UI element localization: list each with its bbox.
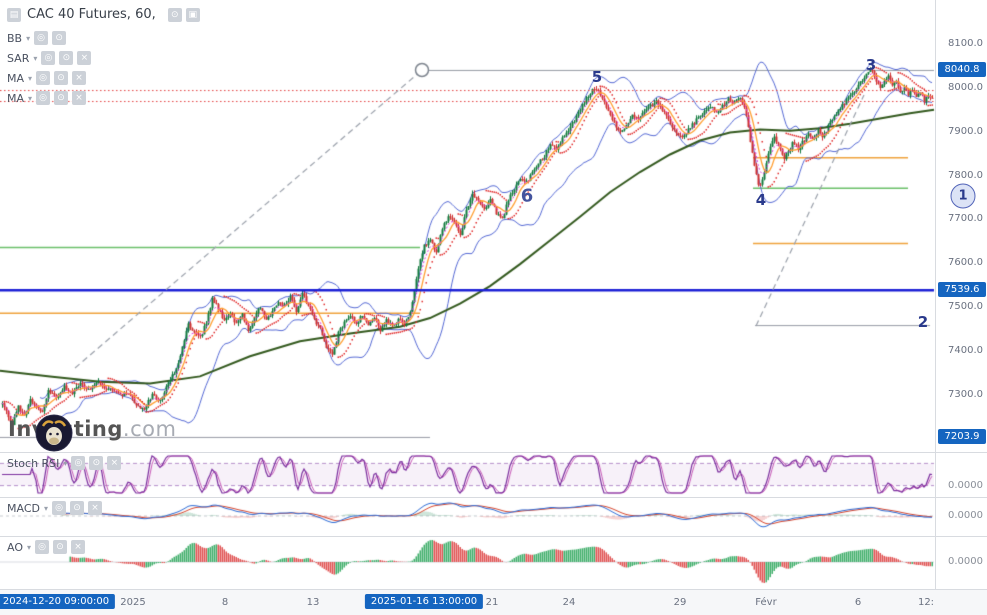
time-tick-label: 13 [306, 597, 320, 608]
time-tick-label: 8 [221, 597, 229, 608]
panel-label: AO [7, 540, 23, 554]
time-tick-label: 29 [673, 597, 687, 608]
wave-label-4[interactable]: 4 [755, 191, 767, 209]
gear-icon[interactable]: ⊙ [52, 31, 67, 45]
indicator-label: BB [7, 31, 23, 45]
panel-divider [0, 452, 987, 453]
panel-row-stoch-rsi: Stoch RSI ▾ ◎ ⊙ × [7, 456, 122, 470]
price-tick-label: 7300.0 [948, 388, 983, 400]
eye-icon[interactable]: ◎ [36, 71, 51, 85]
price-badge: 7539.6 [938, 281, 986, 297]
indicator-row-ma-2: MA ▾ ◎ ⊙ × [7, 71, 87, 85]
panel-row-ao: AO ▾ ◎ ⊙ × [7, 540, 86, 554]
indicator-label: MA [7, 71, 25, 85]
panel-axis-value: 0.0000 [948, 556, 983, 567]
dropdown-caret-icon[interactable]: ▾ [63, 458, 68, 468]
time-tick-label: 24 [562, 597, 576, 608]
watchlist-icon[interactable]: ▤ [7, 7, 21, 22]
indicator-row-bb-0: BB ▾ ◎ ⊙ [7, 31, 67, 45]
wave-label-1[interactable]: 1 [950, 183, 976, 209]
gear-icon[interactable]: ⊙ [70, 501, 84, 515]
eye-icon[interactable]: ◎ [52, 501, 66, 515]
panel-divider [0, 497, 987, 498]
gear-icon[interactable]: ⊙ [53, 540, 68, 554]
close-icon[interactable]: × [72, 71, 87, 85]
indicator-row-ma-3: MA ▾ ◎ ⊙ × [7, 91, 87, 105]
price-tick-label: 7800.0 [948, 169, 983, 181]
dropdown-caret-icon[interactable]: ▾ [43, 503, 48, 513]
dropdown-caret-icon[interactable]: ▾ [28, 93, 33, 103]
gear-icon[interactable]: ⊙ [59, 51, 74, 65]
price-tick-label: 7400.0 [948, 344, 983, 356]
dropdown-caret-icon[interactable]: ▾ [26, 33, 31, 43]
eye-icon[interactable]: ◎ [36, 91, 51, 105]
macd-canvas[interactable] [0, 497, 935, 536]
eye-icon[interactable]: ◎ [41, 51, 56, 65]
eye-icon[interactable]: ◎ [35, 540, 50, 554]
close-icon[interactable]: × [88, 501, 102, 515]
snapshot-icon[interactable]: ▣ [185, 7, 200, 22]
price-tick-label: 8100.0 [948, 38, 983, 49]
wave-label-3[interactable]: 3 [865, 56, 877, 74]
dropdown-caret-icon[interactable]: ▾ [27, 542, 32, 552]
time-tick-label: 2025 [120, 597, 146, 608]
wave-label-5[interactable]: 5 [591, 68, 603, 86]
price-tick-label: 7900.0 [948, 125, 983, 137]
watermark-text: Investing.com [8, 417, 177, 441]
time-badge: 2024-12-20 09:00:00 [0, 594, 116, 609]
price-badge: 8040.8 [938, 61, 986, 77]
dropdown-caret-icon[interactable]: ▾ [28, 73, 33, 83]
panel-axis-value: 0.0000 [948, 510, 983, 521]
wave-label-6[interactable]: 6 [520, 185, 534, 207]
wave-label-2[interactable]: 2 [917, 313, 929, 331]
time-axis[interactable]: 2025 8 13 21 24 29 Févr 6 12: 2024-12-20 09:00:00… [0, 589, 987, 615]
price-tick-label: 7600.0 [948, 257, 983, 269]
price-axis[interactable]: 8100.0 8000.0 7900.0 7800.0 7700.0 7600.0 7500… [935, 0, 987, 589]
time-tick-label: 6 [854, 597, 862, 608]
indicator-label: MA [7, 91, 25, 105]
chart-title: CAC 40 Futures, 60, [27, 7, 156, 22]
panel-label: MACD [7, 501, 40, 515]
investing-logo-icon [35, 414, 73, 456]
time-badge: 2025-01-16 13:00:00 [364, 594, 484, 609]
price-tick-label: 8000.0 [948, 81, 983, 93]
time-tick-label: Févr [755, 597, 777, 608]
ao-canvas[interactable] [0, 536, 935, 589]
dropdown-caret-icon[interactable]: ▾ [33, 53, 38, 63]
gear-icon[interactable]: ⊙ [89, 456, 104, 470]
close-icon[interactable]: × [107, 456, 122, 470]
price-badge: 7203.9 [938, 428, 986, 444]
indicator-label: SAR [7, 51, 30, 65]
investing-watermark: Investing.com [8, 414, 177, 457]
eye-icon[interactable]: ◎ [34, 31, 49, 45]
eye-icon[interactable]: ◎ [71, 456, 86, 470]
close-icon[interactable]: × [77, 51, 92, 65]
close-icon[interactable]: × [71, 540, 86, 554]
price-tick-label: 7700.0 [948, 213, 983, 225]
panel-label: Stoch RSI [7, 456, 60, 470]
settings-icon[interactable]: ⊙ [167, 7, 182, 22]
gear-icon[interactable]: ⊙ [54, 71, 69, 85]
panel-divider [0, 536, 987, 537]
chart-header: ▤ CAC 40 Futures, 60, ⊙ ▣ [7, 7, 200, 22]
stoch-rsi-canvas[interactable] [0, 452, 935, 497]
time-tick-label: 12: [917, 597, 935, 608]
main-chart-canvas[interactable] [0, 0, 935, 452]
panel-row-macd: MACD ▾ ◎ ⊙ × [7, 501, 102, 515]
panel-axis-value: 0.0000 [948, 480, 983, 491]
indicator-row-sar-1: SAR ▾ ◎ ⊙ × [7, 51, 92, 65]
price-tick-label: 7500.0 [948, 301, 983, 313]
gear-icon[interactable]: ⊙ [54, 91, 69, 105]
close-icon[interactable]: × [72, 91, 87, 105]
time-tick-label: 21 [485, 597, 499, 608]
header-icons: ⊙ ▣ [167, 7, 200, 22]
